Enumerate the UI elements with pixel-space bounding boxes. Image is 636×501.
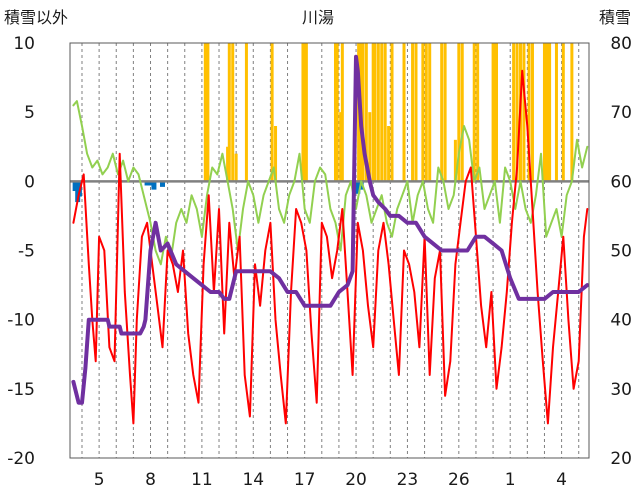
snowfall-bar	[493, 43, 497, 182]
snowfall-bar	[546, 43, 550, 182]
bar-layer	[72, 43, 574, 203]
y-left-tick-label: -5	[18, 242, 35, 262]
snowfall-bar	[234, 153, 238, 182]
left-axis-title: 積雪以外	[4, 8, 68, 27]
snowfall-bar	[411, 43, 415, 182]
series-layer	[71, 54, 590, 425]
snowfall-bar	[527, 43, 531, 182]
x-tick-label: 11	[191, 470, 213, 490]
snowfall-bar	[554, 43, 558, 182]
snowfall-bar	[226, 146, 230, 182]
snowfall-bar	[304, 43, 308, 182]
x-tick-label: 14	[242, 470, 264, 490]
snowfall-bar	[530, 43, 534, 182]
snowfall-bar	[274, 126, 278, 182]
y-left-tick-label: -20	[7, 449, 35, 469]
y-left-tick-label: 5	[24, 103, 35, 123]
snowfall-bar	[440, 43, 444, 182]
snowfall-bar	[231, 43, 235, 182]
snowfall-bar	[364, 43, 368, 182]
snowfall-bar	[371, 43, 375, 182]
snowfall-bar	[491, 43, 495, 182]
snowfall-bar	[227, 43, 231, 182]
x-tick-label: 5	[94, 470, 105, 490]
rain-bar	[72, 181, 78, 192]
snowfall-bar	[339, 112, 343, 182]
snowfall-bar	[340, 43, 344, 182]
snowfall-bar	[414, 43, 418, 182]
snowfall-bar	[472, 43, 476, 182]
snowfall-bar	[460, 43, 464, 182]
plot-frame	[69, 42, 590, 459]
left-axis-labels: 10 5 0 -5 -10 -15 -20	[7, 34, 35, 469]
snowfall-bar	[376, 43, 380, 182]
y-left-tick-label: 10	[13, 34, 35, 54]
snowfall-bar	[548, 43, 552, 182]
snowfall-bar	[270, 43, 274, 182]
snowfall-bar	[203, 43, 207, 182]
snowfall-bar	[561, 43, 565, 182]
snowfall-bar	[387, 126, 391, 182]
rain-bar	[355, 181, 361, 194]
x-tick-label: 20	[345, 470, 367, 490]
x-tick-label: 23	[397, 470, 419, 490]
snowfall-bar	[542, 43, 546, 182]
y-left-tick-label: -15	[7, 380, 35, 400]
snowfall-bar	[335, 43, 339, 182]
snowfall-bar	[333, 43, 337, 182]
snowfall-bar	[303, 43, 307, 182]
series-line-min-temp	[72, 69, 589, 425]
snowfall-bar	[390, 43, 394, 182]
snowfall-bar	[512, 43, 516, 182]
x-axis-labels: 5 8 11 14 17 20 23 26 1 4	[94, 470, 567, 490]
snowfall-bar	[428, 43, 432, 182]
x-tick-label: 26	[448, 470, 470, 490]
y-right-tick-label: 20	[610, 449, 632, 469]
snowfall-bar	[570, 43, 574, 182]
y-right-tick-label: 70	[610, 103, 632, 123]
right-axis-title: 積雪	[599, 8, 631, 27]
snowfall-bar	[380, 43, 384, 182]
x-tick-label: 1	[505, 470, 516, 490]
x-tick-label: 8	[145, 470, 156, 490]
y-right-tick-label: 60	[610, 172, 632, 192]
x-tick-label: 4	[556, 470, 567, 490]
rain-bar	[151, 181, 157, 190]
snowfall-bar	[453, 139, 457, 182]
snowfall-bar	[424, 43, 428, 182]
y-right-tick-label: 50	[610, 242, 632, 262]
y-left-tick-label: -10	[7, 311, 35, 331]
snowfall-bar	[421, 43, 425, 182]
series-line-snow-depth	[71, 54, 590, 405]
snowfall-bar	[457, 43, 461, 182]
snowfall-bar	[515, 43, 519, 182]
snowfall-bar	[361, 43, 365, 182]
y-left-tick-label: 0	[24, 172, 35, 192]
snowfall-bar	[495, 43, 499, 182]
rain-bar	[144, 181, 150, 186]
frame-layer	[69, 42, 590, 459]
snowfall-bar	[383, 43, 387, 182]
chart-title: 川湯	[302, 8, 334, 27]
rain-bar	[148, 181, 154, 186]
right-axis-labels: 80 70 60 50 40 30 20	[610, 34, 632, 469]
snowfall-bar	[402, 43, 406, 182]
x-tick-label: 17	[294, 470, 316, 490]
snowfall-bar	[368, 112, 372, 182]
snowfall-bar	[301, 43, 305, 182]
snowfall-bar	[373, 43, 377, 182]
snowfall-bar	[544, 43, 548, 182]
y-right-tick-label: 80	[610, 34, 632, 54]
rain-bar	[159, 181, 165, 187]
snowfall-bar	[206, 43, 210, 182]
snowfall-bar	[522, 43, 526, 182]
snowfall-bar	[476, 43, 480, 182]
y-right-tick-label: 30	[610, 380, 632, 400]
snowfall-bar	[244, 43, 248, 182]
snowfall-bar	[443, 43, 447, 182]
y-right-tick-label: 40	[610, 311, 632, 331]
